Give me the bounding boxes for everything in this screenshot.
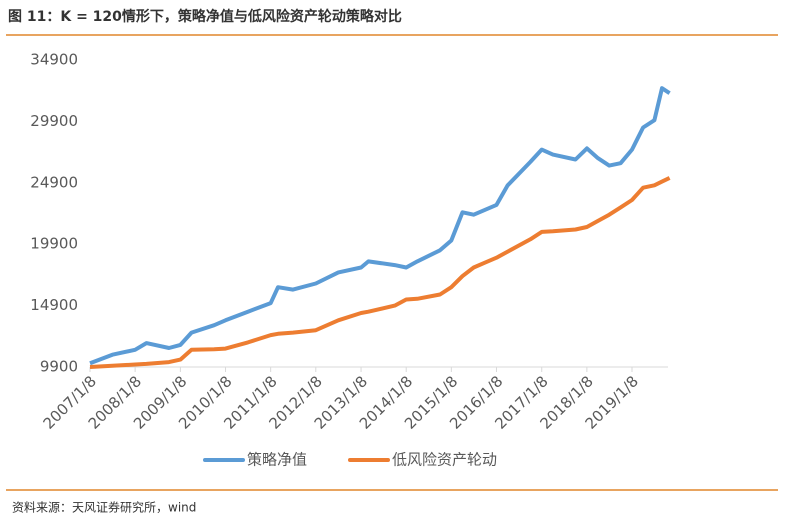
series-line (89, 86, 671, 366)
series-line (89, 176, 671, 369)
source: 资料来源：天风证券研究所，wind (12, 500, 196, 515)
y-tick-label: 9900 (40, 358, 78, 376)
legend-label: 低风险资产轮动 (392, 451, 497, 469)
chart-title: 图 11：K = 120情形下，策略净值与低风险资产轮动策略对比 (8, 8, 402, 25)
y-tick-label: 24900 (30, 173, 78, 191)
y-tick-label: 19900 (30, 235, 78, 253)
legend-label: 策略净值 (247, 451, 307, 469)
y-tick-label: 14900 (30, 296, 78, 314)
y-tick-label: 34900 (30, 51, 78, 69)
y-tick-label: 29900 (30, 112, 78, 130)
